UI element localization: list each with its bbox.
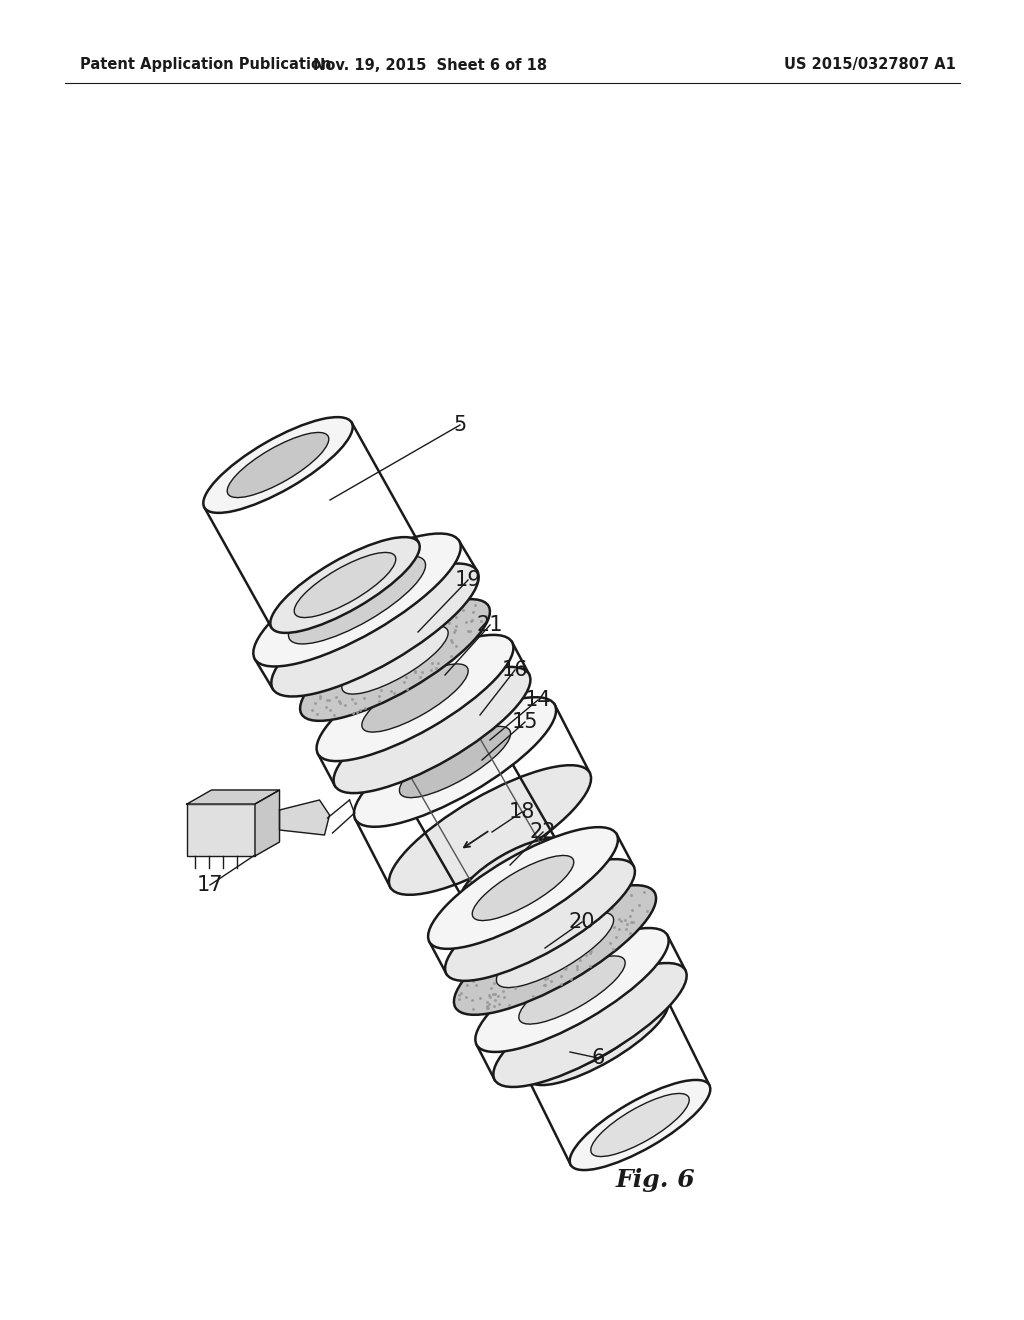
Ellipse shape [462,840,558,902]
Ellipse shape [342,626,449,694]
Text: 15: 15 [512,711,539,733]
Text: Fig. 6: Fig. 6 [615,1168,695,1192]
Ellipse shape [253,533,461,667]
Ellipse shape [334,667,530,793]
Ellipse shape [519,956,626,1024]
Ellipse shape [445,859,635,981]
Text: 19: 19 [455,570,481,590]
Ellipse shape [316,635,513,762]
Text: 6: 6 [591,1048,605,1068]
Ellipse shape [289,556,426,644]
Text: Nov. 19, 2015  Sheet 6 of 18: Nov. 19, 2015 Sheet 6 of 18 [313,58,547,73]
Text: 14: 14 [524,690,551,710]
Ellipse shape [270,537,420,632]
Ellipse shape [271,564,478,697]
Ellipse shape [428,828,617,949]
Polygon shape [255,789,280,855]
Text: 20: 20 [568,912,595,932]
Text: Patent Application Publication: Patent Application Publication [80,58,332,73]
Ellipse shape [361,664,468,733]
Ellipse shape [549,1008,647,1072]
Ellipse shape [300,599,489,721]
Polygon shape [409,725,465,770]
Ellipse shape [527,995,669,1085]
Ellipse shape [497,912,613,987]
Polygon shape [187,789,280,804]
Text: 5: 5 [454,414,467,436]
Ellipse shape [204,417,352,513]
Ellipse shape [389,766,591,895]
Ellipse shape [294,553,396,618]
Bar [187,804,255,855]
Ellipse shape [367,675,463,737]
Text: US 2015/0327807 A1: US 2015/0327807 A1 [784,58,956,73]
Text: 18: 18 [509,803,536,822]
Ellipse shape [475,928,669,1052]
Text: 21: 21 [477,615,503,635]
Ellipse shape [591,1093,689,1156]
Ellipse shape [354,697,556,826]
Ellipse shape [454,886,656,1015]
Ellipse shape [227,433,329,498]
Polygon shape [280,800,330,836]
Ellipse shape [569,1080,711,1170]
Text: 16: 16 [502,660,528,680]
Text: 22: 22 [529,822,556,842]
Ellipse shape [494,964,687,1086]
Ellipse shape [472,855,573,920]
Ellipse shape [399,726,511,797]
Text: 17: 17 [197,875,223,895]
